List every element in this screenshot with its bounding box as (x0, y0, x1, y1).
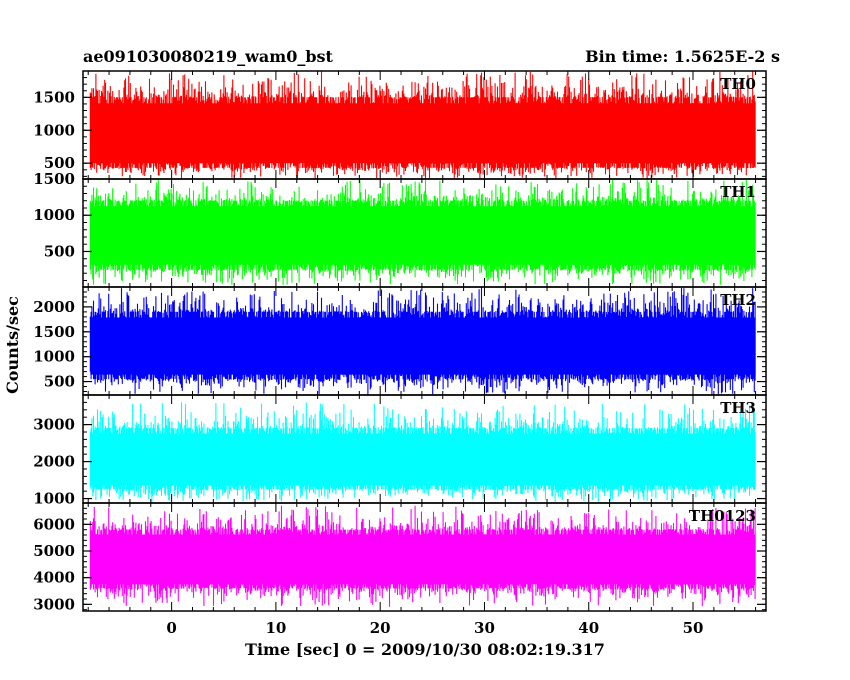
panels-group: 50010001500TH050010001500TH1500100015002… (33, 70, 767, 637)
y-tick-label: 1500 (33, 170, 75, 188)
x-axis-label: Time [sec] 0 = 2009/10/30 08:02:19.317 (245, 640, 605, 659)
panel-label: TH2 (720, 291, 756, 309)
series-core-th3 (90, 433, 756, 486)
y-tick-label: 1500 (33, 323, 75, 341)
x-tick-label: 30 (474, 619, 495, 637)
x-tick-label: 10 (265, 619, 286, 637)
x-tick-label: 20 (370, 619, 391, 637)
y-tick-label: 500 (44, 242, 75, 260)
y-tick-label: 3000 (33, 416, 75, 434)
series-core-th1 (90, 206, 756, 265)
panel-th1: 500 1000 1500 TH1 (33, 170, 767, 288)
y-tick-label: 5000 (33, 542, 75, 560)
series-core-th2 (90, 317, 756, 375)
x-tick-label: 50 (683, 619, 704, 637)
y-tick-label: 1000 (33, 490, 75, 508)
panel-label: TH0 (720, 75, 756, 93)
y-tick-label: 1000 (33, 206, 75, 224)
x-tick-label: 40 (578, 619, 599, 637)
panel-th3: 1000 2000 3000 TH3 (33, 394, 767, 508)
y-tick-label: 1000 (33, 348, 75, 366)
panel-frame (82, 502, 767, 612)
series-core-th0123 (90, 534, 756, 585)
panel-label: TH3 (720, 399, 756, 417)
y-tick-label: 1000 (33, 121, 75, 139)
y-tick-label: 2000 (33, 298, 75, 316)
panel-th0: 500 1000 1500 TH0 (33, 70, 767, 180)
x-tick-label: 0 (166, 619, 176, 637)
panel-th2: 500 1000 1500 2000 TH2 (33, 286, 767, 396)
panel-label: TH0123 (689, 507, 756, 525)
y-tick-label: 500 (44, 154, 75, 172)
panel-label: TH1 (720, 183, 756, 201)
y-tick-label: 3000 (33, 595, 75, 613)
y-tick-label: 2000 (33, 453, 75, 471)
panel-th0123: 3000 4000 5000 6000 TH0123 (33, 502, 767, 613)
bin-time-label: Bin time: 1.5625E-2 s (585, 47, 780, 66)
y-tick-label: 1500 (33, 88, 75, 106)
y-tick-label: 4000 (33, 569, 75, 587)
y-axis-label: Counts/sec (3, 296, 22, 394)
y-tick-label: 6000 (33, 515, 75, 533)
series-core-th0 (90, 103, 756, 164)
chart-title: ae091030080219_wam0_bst (83, 47, 334, 66)
y-tick-label: 500 (44, 373, 75, 391)
